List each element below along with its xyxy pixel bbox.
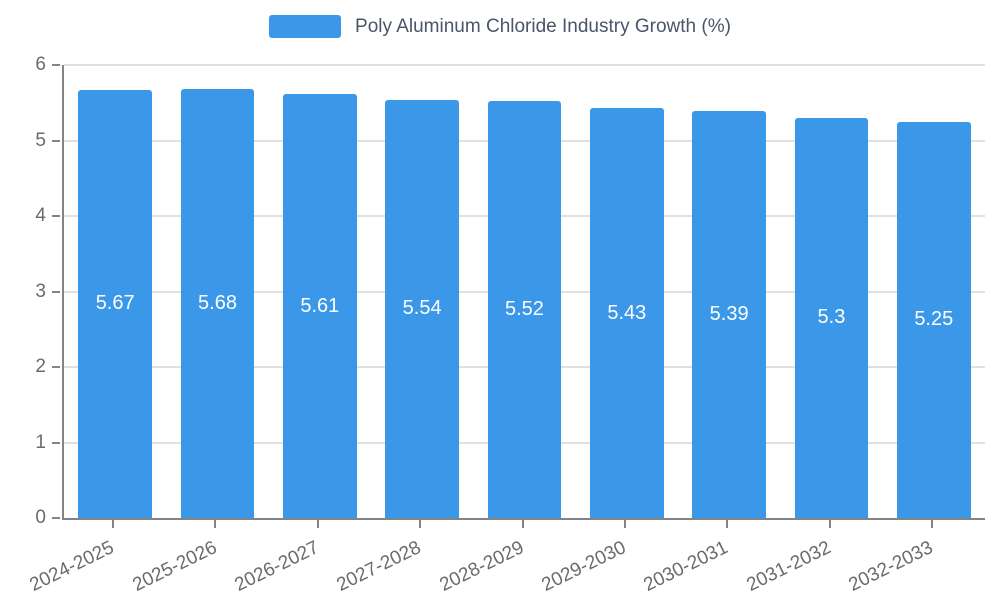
bar-value-label: 5.61 bbox=[300, 294, 340, 317]
x-axis: 2024-2025 2025-2026 2026-2027 2027-2028 2028… bbox=[27, 520, 983, 600]
bar-2030-2031: 5.39 bbox=[692, 111, 766, 518]
bar-2028-2029: 5.52 bbox=[487, 101, 562, 518]
y-tick-label: 0 bbox=[35, 507, 46, 528]
gridline bbox=[64, 64, 985, 66]
bar-slot: 5.25 bbox=[883, 65, 985, 518]
x-tick-mark bbox=[419, 520, 422, 528]
legend-swatch-icon bbox=[269, 15, 342, 38]
bar-value-label: 5.52 bbox=[505, 298, 544, 321]
bar-slot: 5.43 bbox=[576, 65, 678, 518]
y-axis: 0 1 2 3 4 5 6 bbox=[0, 54, 62, 528]
bars-container: 5.67 5.68 5.61 5.54 5.52 5.43 5.39 5.3 5.25 bbox=[64, 65, 985, 518]
y-tick-mark bbox=[52, 517, 60, 519]
x-tick-mark bbox=[726, 520, 729, 528]
bar-slot: 5.3 bbox=[780, 65, 882, 518]
bar-value-label: 5.54 bbox=[402, 297, 442, 320]
bar-slot: 5.52 bbox=[473, 65, 575, 518]
legend-title: Poly Aluminum Chloride Industry Growth (… bbox=[355, 15, 731, 37]
y-tick-label: 2 bbox=[35, 356, 46, 378]
bar-2027-2028: 5.54 bbox=[385, 99, 459, 518]
bar-slot: 5.67 bbox=[64, 65, 166, 518]
x-tick-mark bbox=[316, 520, 319, 528]
bar-value-label: 5.68 bbox=[198, 292, 237, 315]
y-tick-label: 1 bbox=[35, 431, 46, 453]
x-tick-mark bbox=[623, 520, 626, 528]
bar-2025-2026: 5.68 bbox=[180, 89, 255, 518]
y-tick-label: 4 bbox=[35, 205, 46, 227]
y-tick-label: 3 bbox=[35, 280, 46, 302]
bar-value-label: 5.43 bbox=[607, 301, 647, 324]
x-tick-mark bbox=[521, 520, 524, 528]
bar-value-label: 5.67 bbox=[95, 292, 135, 315]
bar-slot: 5.54 bbox=[371, 65, 473, 518]
bar-2029-2030: 5.43 bbox=[589, 108, 664, 518]
y-tick-label: 6 bbox=[35, 54, 46, 75]
x-tick-mark bbox=[214, 520, 217, 528]
y-tick-mark bbox=[52, 139, 60, 142]
bar-slot: 5.68 bbox=[166, 65, 268, 518]
bar-2032-2033: 5.25 bbox=[896, 121, 971, 518]
bar-2024-2025: 5.67 bbox=[78, 89, 152, 518]
x-tick-mark bbox=[828, 520, 831, 528]
bar-2026-2027: 5.61 bbox=[282, 94, 357, 518]
y-tick-mark bbox=[52, 215, 60, 218]
chart-legend: Poly Aluminum Chloride Industry Growth (… bbox=[0, 15, 1000, 38]
x-tick-mark bbox=[930, 520, 933, 528]
x-tick-mark bbox=[112, 520, 115, 528]
y-tick-mark bbox=[52, 441, 60, 444]
bar-slot: 5.39 bbox=[678, 65, 780, 518]
bar-value-label: 5.3 bbox=[817, 306, 846, 329]
bar-2031-2032: 5.3 bbox=[794, 117, 869, 518]
bar-slot: 5.61 bbox=[269, 65, 371, 518]
y-tick-label: 5 bbox=[35, 129, 46, 151]
bar-value-label: 5.25 bbox=[914, 308, 954, 331]
bar-value-label: 5.39 bbox=[709, 303, 749, 326]
y-tick-mark bbox=[52, 64, 60, 66]
y-tick-mark bbox=[52, 366, 60, 369]
y-tick-mark bbox=[52, 290, 60, 293]
plot-area: 5.67 5.68 5.61 5.54 5.52 5.43 5.39 5.3 5.25 bbox=[62, 64, 985, 520]
